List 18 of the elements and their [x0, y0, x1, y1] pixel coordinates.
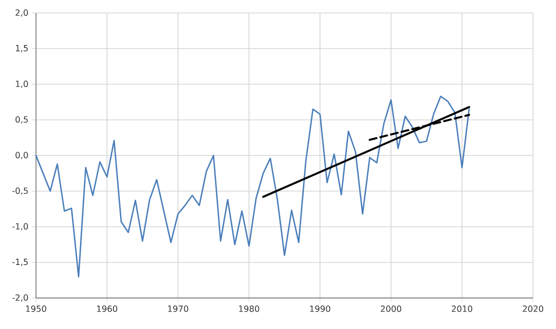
- x-tick-label: 2010: [452, 306, 472, 312]
- x-tick-label: 2020: [522, 306, 544, 312]
- x-tick-label: 1950: [26, 306, 46, 312]
- x-tick-label: 1970: [168, 306, 188, 312]
- x-tick-label: 1960: [97, 306, 118, 312]
- y-tick-label: -0,5: [12, 187, 28, 195]
- y-tick-label: 1,0: [16, 80, 28, 88]
- y-tick-label: 0,0: [16, 152, 28, 160]
- y-tick-label: 0,5: [16, 116, 28, 124]
- y-tick-label: 2,0: [16, 9, 28, 17]
- line-series: [35, 96, 470, 278]
- y-tick-label: -1,5: [12, 258, 28, 266]
- x-tick-label: 2000: [380, 306, 402, 312]
- y-tick-label: 1,5: [16, 45, 28, 52]
- y-tick-label: -1,0: [12, 223, 28, 230]
- x-tick-label: 1980: [239, 306, 260, 312]
- y-tick-label: -2,0: [12, 294, 28, 302]
- x-tick-label: 1990: [310, 306, 330, 312]
